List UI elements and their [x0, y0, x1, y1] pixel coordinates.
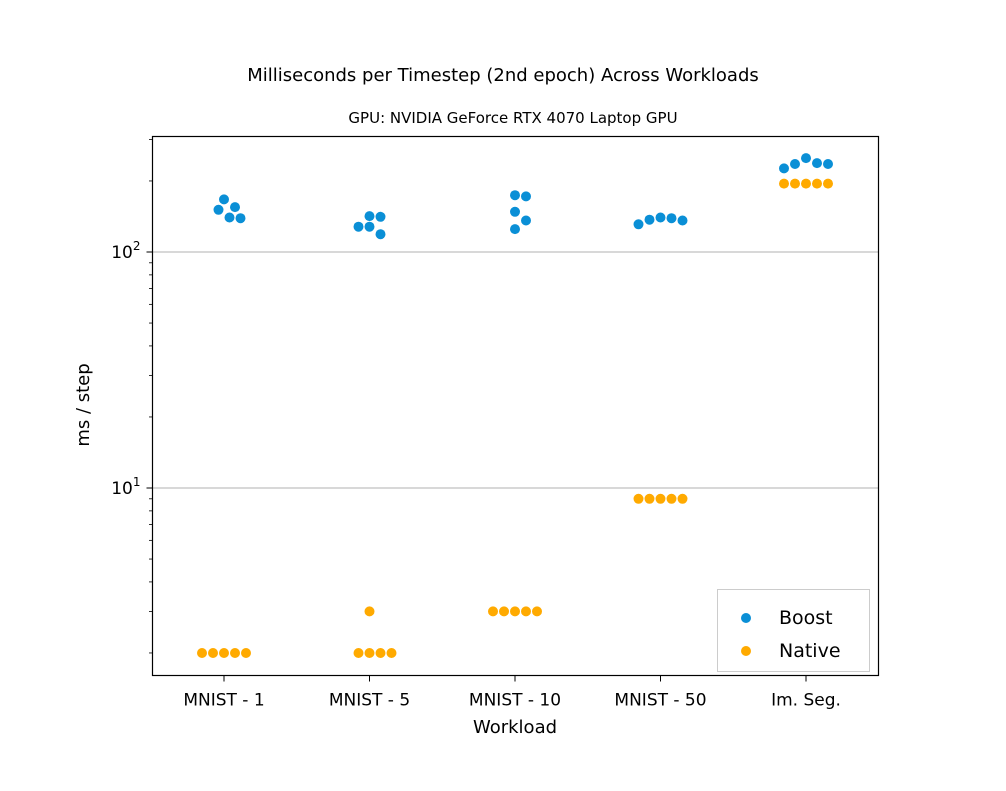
- point-native-0-3: [241, 648, 251, 658]
- point-native-0-1: [230, 648, 240, 658]
- point-native-0-4: [197, 648, 207, 658]
- point-boost-3-3: [677, 215, 688, 226]
- point-boost-4-0: [801, 153, 811, 164]
- x-tick-label-0: MNIST - 1: [183, 691, 264, 711]
- point-native-2-2: [499, 606, 509, 617]
- point-native-2-3: [532, 606, 542, 617]
- legend-label-boost: Boost: [779, 607, 833, 629]
- point-boost-1-4: [353, 221, 364, 232]
- point-native-3-2: [644, 493, 655, 504]
- point-native-2-1: [521, 606, 531, 617]
- point-native-3-3: [677, 493, 688, 504]
- point-boost-2-0: [510, 190, 520, 201]
- point-boost-4-4: [812, 158, 822, 169]
- point-boost-2-4: [510, 224, 520, 235]
- point-boost-0-2: [230, 202, 240, 213]
- point-boost-2-2: [510, 206, 520, 217]
- point-native-4-1: [812, 178, 822, 189]
- point-native-2-4: [488, 606, 498, 617]
- legend: Boost Native: [717, 589, 870, 672]
- point-boost-4-3: [823, 159, 833, 169]
- y-axis: 101 102: [111, 138, 153, 654]
- legend-box: [717, 589, 870, 672]
- data-points: [197, 153, 833, 658]
- point-boost-4-1: [790, 159, 800, 169]
- point-boost-2-3: [521, 215, 531, 226]
- chart-subtitle: GPU: NVIDIA GeForce RTX 4070 Laptop GPU: [348, 109, 677, 127]
- point-native-2-0: [510, 606, 520, 617]
- y-axis-label: ms / step: [73, 363, 94, 446]
- point-boost-1-2: [375, 211, 386, 222]
- point-boost-1-1: [364, 221, 375, 232]
- point-native-3-0: [655, 493, 666, 504]
- x-tick-label-1: MNIST - 5: [329, 691, 410, 711]
- point-native-1-2: [364, 606, 375, 617]
- point-native-3-1: [666, 493, 677, 504]
- legend-marker-boost: [741, 613, 751, 623]
- x-axis: MNIST - 1 MNIST - 5 MNIST - 10 MNIST - 50 Im…: [183, 675, 841, 711]
- point-native-4-3: [823, 178, 833, 189]
- point-boost-1-0: [364, 211, 375, 222]
- point-native-3-4: [633, 493, 644, 504]
- point-native-4-4: [779, 178, 789, 189]
- point-boost-0-4: [224, 212, 235, 223]
- point-boost-4-2: [779, 163, 789, 174]
- point-native-1-4: [386, 648, 397, 658]
- chart-title: Milliseconds per Timestep (2nd epoch) Ac…: [247, 65, 759, 86]
- y-tick-label-1: 102: [111, 239, 140, 263]
- x-tick-label-3: MNIST - 50: [614, 691, 706, 711]
- point-boost-2-1: [521, 191, 531, 202]
- point-boost-0-3: [235, 213, 246, 224]
- point-boost-0-0: [219, 194, 229, 205]
- point-boost-0-1: [213, 204, 224, 215]
- point-boost-3-1: [644, 214, 655, 225]
- point-native-4-0: [801, 178, 811, 189]
- x-axis-label: Workload: [473, 717, 557, 738]
- x-tick-label-4: Im. Seg.: [771, 691, 841, 711]
- grid-lines: [152, 251, 879, 489]
- point-native-1-1: [375, 648, 386, 658]
- x-tick-label-2: MNIST - 10: [469, 691, 561, 711]
- legend-label-native: Native: [779, 640, 841, 662]
- point-boost-3-0: [666, 213, 677, 224]
- point-boost-1-3: [375, 229, 386, 240]
- point-native-4-2: [790, 178, 800, 189]
- legend-marker-native: [741, 646, 751, 656]
- point-native-1-0: [364, 648, 375, 658]
- point-boost-3-2: [633, 219, 644, 230]
- point-native-0-0: [219, 648, 229, 658]
- y-tick-label-0: 101: [111, 475, 140, 499]
- point-native-1-3: [353, 648, 364, 658]
- point-boost-3-4: [655, 212, 666, 223]
- point-native-0-2: [208, 648, 218, 658]
